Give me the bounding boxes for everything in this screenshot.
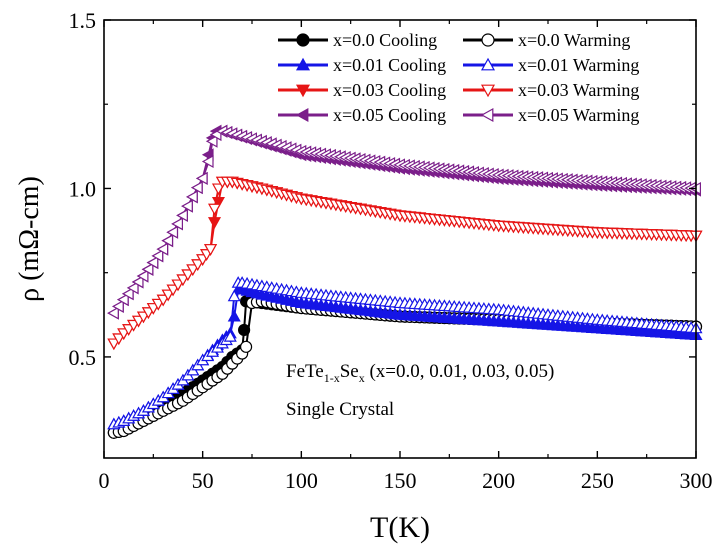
series-x-0-03-warming	[107, 176, 703, 351]
data-point	[141, 262, 154, 276]
data-point	[156, 242, 169, 256]
x-tick-label: 0	[99, 468, 110, 493]
data-point	[107, 306, 119, 320]
data-point	[156, 294, 170, 307]
legend-label: x=0.0 Cooling	[333, 30, 437, 50]
series-x-0-05-warming	[107, 124, 702, 320]
series-x-0-01-warming	[107, 276, 703, 430]
formula-subscript-2: x	[359, 371, 365, 385]
legend-marker	[296, 33, 310, 47]
data-point	[205, 134, 218, 148]
data-point	[223, 329, 237, 342]
legend-marker	[295, 84, 311, 98]
data-point	[176, 274, 190, 287]
legend-label: x=0.01 Cooling	[333, 55, 446, 75]
annotation-formula: FeTe1-xSex (x=0.0, 0.01, 0.03, 0.05)	[286, 361, 554, 385]
legend-item: x=0.0 Cooling	[278, 30, 437, 50]
data-point	[186, 264, 200, 277]
data-point	[131, 275, 144, 289]
legend-label: x=0.03 Cooling	[333, 80, 446, 100]
data-point	[161, 289, 175, 302]
data-point	[126, 281, 139, 295]
data-point	[227, 309, 241, 322]
y-axis-label: ρ (mΩ-cm)	[14, 176, 45, 302]
legend-label: x=0.05 Warming	[518, 105, 639, 125]
data-point	[151, 249, 164, 263]
data-point	[112, 333, 126, 346]
legend-item: x=0.03 Warming	[463, 80, 639, 100]
x-axis-label: T(K)	[370, 511, 430, 544]
axis-ticks: 0 50 100 150 200 250 300 0.5 1.0 1.5	[69, 8, 713, 493]
data-point	[107, 338, 121, 351]
formula-subscript-1: 1-x	[324, 371, 340, 385]
legend-item: x=0.0 Warming	[463, 30, 630, 50]
data-point	[161, 234, 174, 248]
data-point	[116, 293, 129, 307]
legend-marker	[295, 107, 309, 123]
data-point	[239, 340, 253, 353]
data-point	[207, 217, 222, 229]
data-point	[190, 181, 203, 195]
legend-marker	[480, 57, 496, 71]
legend-label: x=0.0 Warming	[518, 30, 630, 50]
x-tick-label: 250	[581, 468, 614, 493]
series-layer	[107, 124, 703, 439]
x-tick-label: 100	[285, 468, 318, 493]
legend-label: x=0.05 Cooling	[333, 105, 446, 125]
x-tick-label: 50	[192, 468, 214, 493]
data-point	[166, 225, 179, 239]
legend-label: x=0.01 Warming	[518, 55, 639, 75]
y-tick-label: 1.0	[69, 176, 97, 201]
legend-marker	[295, 57, 311, 71]
data-point	[191, 259, 205, 272]
data-point	[207, 203, 222, 216]
formula-mid: Se	[340, 361, 359, 382]
data-point	[146, 256, 159, 270]
legend-item: x=0.01 Cooling	[278, 55, 446, 75]
data-point	[181, 199, 193, 213]
data-point	[211, 183, 225, 196]
legend: x=0.0 Cooling x=0.0 Warming x=0.01 Cooling…	[278, 30, 639, 125]
formula-base: FeTe	[286, 361, 324, 382]
legend-marker	[480, 107, 494, 123]
legend-marker	[480, 84, 496, 98]
legend-item: x=0.03 Cooling	[278, 80, 446, 100]
legend-marker	[481, 33, 495, 47]
legend-item: x=0.05 Warming	[463, 105, 639, 125]
data-point	[166, 284, 180, 297]
formula-tail: (x=0.0, 0.01, 0.03, 0.05)	[365, 361, 555, 382]
data-point	[121, 287, 134, 301]
annotation-sample: Single Crystal	[286, 399, 394, 420]
annotation: FeTe1-xSex (x=0.0, 0.01, 0.03, 0.05) Sin…	[286, 361, 554, 420]
legend-item: x=0.01 Warming	[463, 55, 639, 75]
data-point	[186, 190, 198, 204]
data-point	[204, 244, 218, 256]
series-x-0-05-cooling	[107, 124, 702, 320]
legend-item: x=0.05 Cooling	[278, 105, 446, 125]
data-point	[112, 299, 124, 313]
data-point	[176, 208, 188, 222]
data-point	[238, 323, 251, 337]
x-tick-label: 300	[680, 468, 713, 493]
data-point	[136, 269, 149, 283]
data-point	[171, 217, 183, 231]
y-tick-label: 1.5	[69, 8, 97, 33]
data-point	[227, 289, 241, 302]
x-tick-label: 200	[482, 468, 515, 493]
y-tick-label: 0.5	[69, 345, 97, 370]
x-tick-label: 150	[384, 468, 417, 493]
data-point	[201, 154, 214, 169]
data-point	[171, 279, 185, 292]
data-point	[181, 269, 195, 282]
legend-label: x=0.03 Warming	[518, 80, 639, 100]
data-point	[195, 171, 208, 185]
